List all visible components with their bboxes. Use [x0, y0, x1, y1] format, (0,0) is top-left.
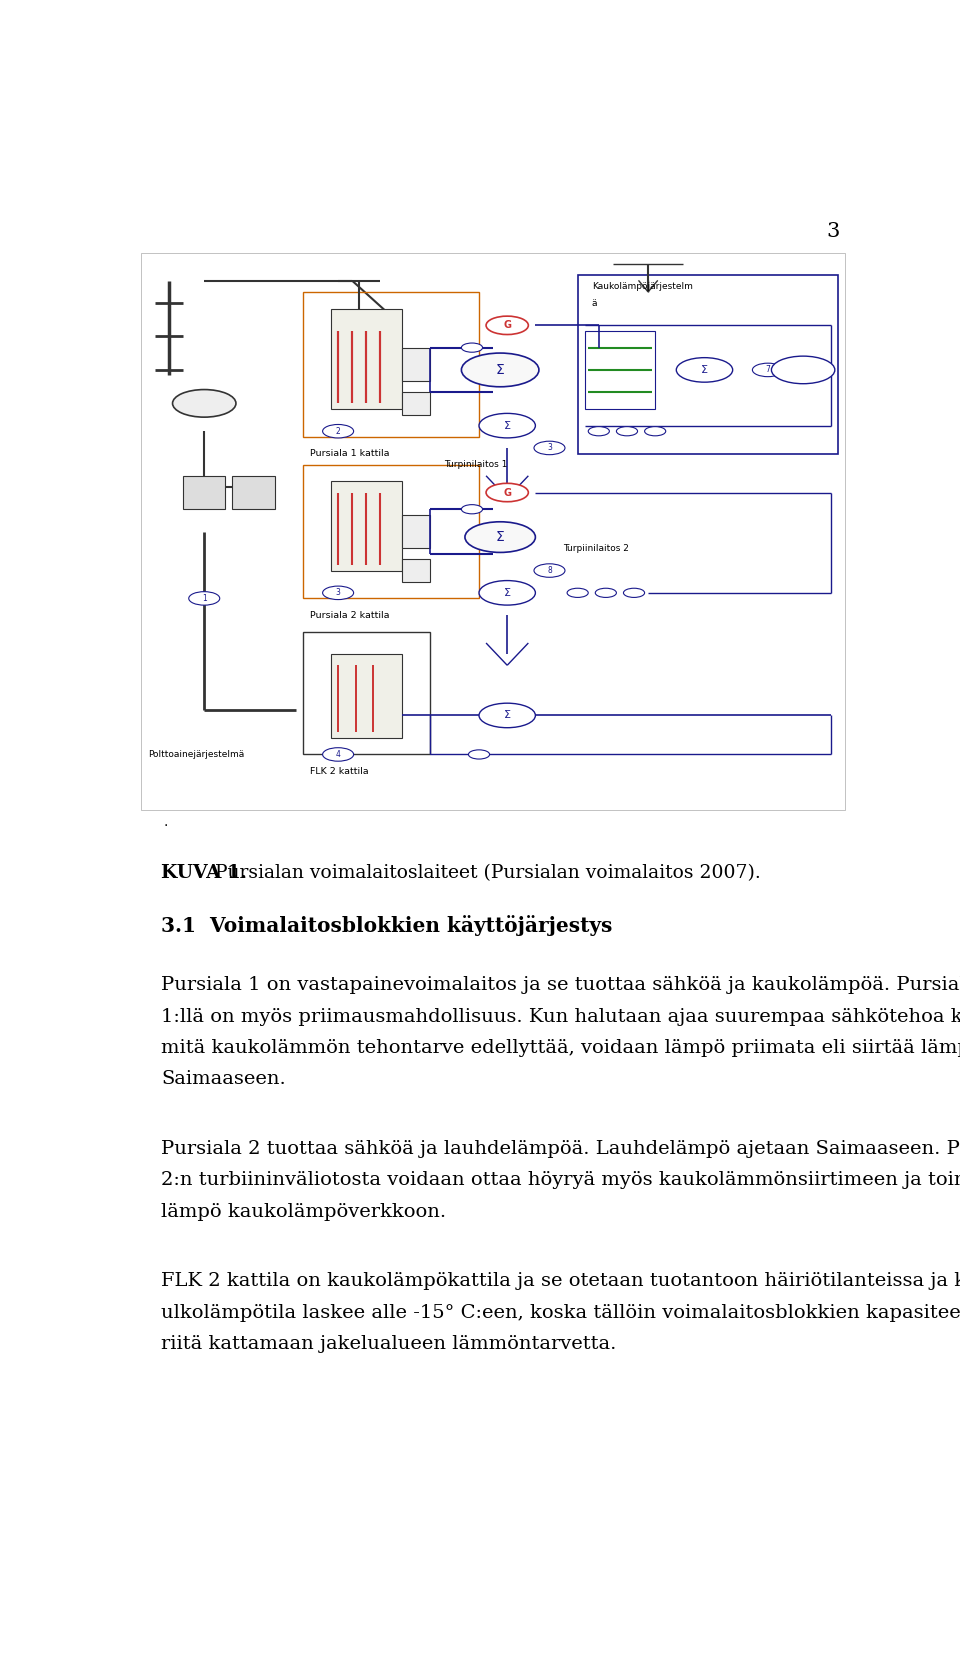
Text: Saimaaseen.: Saimaaseen.	[161, 1071, 286, 1089]
Ellipse shape	[753, 364, 783, 377]
Ellipse shape	[623, 588, 644, 598]
Ellipse shape	[486, 483, 528, 501]
Text: FLK 2 kattila on kaukolämpökattila ja se otetaan tuotantoon häiriötilanteissa ja: FLK 2 kattila on kaukolämpökattila ja se…	[161, 1272, 960, 1290]
Text: 1: 1	[202, 594, 206, 603]
Ellipse shape	[323, 586, 353, 599]
Text: Turpiinilaitos 2: Turpiinilaitos 2	[564, 544, 630, 553]
Ellipse shape	[644, 427, 665, 437]
Bar	[183, 476, 226, 510]
Bar	[303, 632, 430, 754]
Text: G: G	[503, 320, 512, 330]
Bar	[401, 392, 430, 415]
Text: Polttoainejärjestelmä: Polttoainejärjestelmä	[148, 750, 244, 759]
Bar	[401, 559, 430, 581]
Text: Σ: Σ	[504, 588, 511, 598]
Bar	[303, 292, 479, 437]
Bar	[401, 347, 430, 382]
Text: 4: 4	[336, 750, 341, 759]
Text: 7: 7	[765, 365, 770, 375]
Bar	[578, 276, 838, 453]
Bar	[141, 252, 846, 810]
Text: riitä kattamaan jakelualueen lämmöntarvetta.: riitä kattamaan jakelualueen lämmöntarve…	[161, 1335, 616, 1353]
Text: 3: 3	[547, 443, 552, 453]
Ellipse shape	[479, 413, 536, 438]
Text: Σ: Σ	[504, 420, 511, 430]
Bar	[331, 682, 401, 737]
Bar	[331, 654, 401, 737]
Ellipse shape	[462, 354, 539, 387]
Text: Pursiala 2 tuottaa sähköä ja lauhdelämpöä. Lauhdelämpö ajetaan Saimaaseen. Pursi: Pursiala 2 tuottaa sähköä ja lauhdelämpö…	[161, 1140, 960, 1159]
Ellipse shape	[462, 344, 483, 352]
Text: 3: 3	[336, 588, 341, 598]
Ellipse shape	[173, 390, 236, 417]
Bar	[331, 330, 401, 403]
Ellipse shape	[462, 505, 483, 515]
Bar	[331, 510, 401, 571]
Ellipse shape	[567, 588, 588, 598]
Ellipse shape	[323, 425, 353, 438]
Text: Σ: Σ	[701, 365, 708, 375]
Text: Σ: Σ	[495, 530, 505, 544]
Ellipse shape	[323, 747, 353, 762]
Text: Pursiala 1 on vastapainevoimalaitos ja se tuottaa sähköä ja kaukolämpöä. Pursial: Pursiala 1 on vastapainevoimalaitos ja s…	[161, 976, 960, 994]
Text: 2: 2	[336, 427, 341, 435]
Bar	[303, 465, 479, 598]
Ellipse shape	[534, 564, 565, 578]
Ellipse shape	[486, 315, 528, 335]
Text: Σ: Σ	[504, 710, 511, 720]
Ellipse shape	[616, 427, 637, 437]
Text: ·: ·	[163, 818, 168, 833]
Bar	[401, 515, 430, 548]
Ellipse shape	[534, 442, 565, 455]
Ellipse shape	[468, 750, 490, 759]
Text: 8: 8	[547, 566, 552, 574]
Text: ulkolämpötila laskee alle -15° C:een, koska tällöin voimalaitosblokkien kapasite: ulkolämpötila laskee alle -15° C:een, ko…	[161, 1303, 960, 1321]
Bar	[585, 330, 655, 408]
Ellipse shape	[189, 591, 220, 606]
Ellipse shape	[588, 427, 610, 437]
Text: Σ: Σ	[495, 364, 505, 377]
Text: mitä kaukolämmön tehontarve edellyttää, voidaan lämpö priimata eli siirtää lämpö: mitä kaukolämmön tehontarve edellyttää, …	[161, 1039, 960, 1057]
Text: 3: 3	[826, 222, 839, 241]
Text: ä: ä	[591, 299, 597, 307]
Text: Kaukolämpöjärjestelm: Kaukolämpöjärjestelm	[591, 282, 692, 290]
Text: KUVA 1.: KUVA 1.	[161, 863, 247, 881]
Ellipse shape	[595, 588, 616, 598]
Bar	[331, 481, 401, 571]
Text: lämpö kaukolämpöverkkoon.: lämpö kaukolämpöverkkoon.	[161, 1202, 446, 1220]
Ellipse shape	[465, 521, 536, 553]
Text: Pursialan voimalaitoslaiteet (Pursialan voimalaitos 2007).: Pursialan voimalaitoslaiteet (Pursialan …	[209, 863, 761, 881]
Text: 2:n turbiininväliotosta voidaan ottaa höyryä myös kaukolämmönsiirtimeen ja toimi: 2:n turbiininväliotosta voidaan ottaa hö…	[161, 1172, 960, 1189]
Text: FLK 2 kattila: FLK 2 kattila	[310, 767, 369, 775]
Text: 1:llä on myös priimausmahdollisuus. Kun halutaan ajaa suurempaa sähkötehoa kuin: 1:llä on myös priimausmahdollisuus. Kun …	[161, 1008, 960, 1026]
Ellipse shape	[479, 581, 536, 606]
Bar	[331, 309, 401, 408]
Ellipse shape	[772, 357, 835, 383]
Ellipse shape	[479, 704, 536, 727]
Bar	[232, 476, 275, 510]
Text: 3.1  Voimalaitosblokkien käyttöjärjestys: 3.1 Voimalaitosblokkien käyttöjärjestys	[161, 915, 612, 936]
Text: Turpinilaitos 1: Turpinilaitos 1	[444, 460, 507, 470]
Text: Pursiala 1 kattila: Pursiala 1 kattila	[310, 448, 390, 458]
Text: Pursiala 2 kattila: Pursiala 2 kattila	[310, 611, 390, 619]
Text: G: G	[503, 488, 512, 498]
Ellipse shape	[676, 357, 732, 382]
